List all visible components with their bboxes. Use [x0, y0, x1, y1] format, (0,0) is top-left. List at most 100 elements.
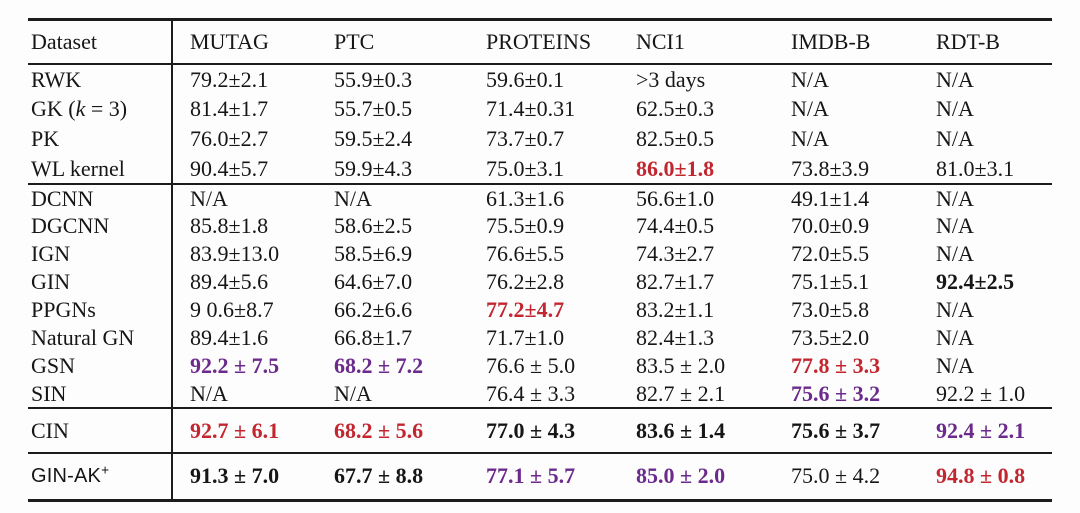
table-row: GK (k = 3) 81.4±1.7 55.7±0.5 71.4±0.31 62.5±…: [28, 94, 1052, 124]
result-cell: 74.3±2.7: [636, 241, 715, 266]
result-cell: N/A: [936, 96, 974, 121]
result-cell: 81.0±3.1: [936, 155, 1015, 181]
result-cell: 59.9±4.3: [334, 155, 413, 181]
result-cell: 73.5±2.0: [791, 325, 870, 350]
result-cell: 71.7±1.0: [486, 325, 565, 350]
result-cell: 94.8 ± 0.8: [936, 463, 1026, 489]
result-cell: 55.7±0.5: [334, 96, 413, 121]
result-cell: 66.2±6.6: [334, 297, 413, 322]
result-cell: >3 days: [636, 66, 706, 92]
column-header-nci1: NCI1: [636, 29, 685, 54]
result-cell: 82.7 ± 2.1: [636, 380, 726, 406]
result-cell: 61.3±1.6: [486, 185, 565, 211]
result-cell: 76.6 ± 5.0: [486, 353, 576, 378]
method-label: IGN: [31, 241, 71, 266]
section-cin: CIN 92.7 ± 6.1 68.2 ± 5.6 77.0 ± 4.3 83.6 ± …: [28, 408, 1052, 453]
result-cell: 68.2 ± 5.6: [334, 417, 424, 443]
table-row: DGCNN 85.8±1.8 58.6±2.5 75.5±0.9 74.4±0.5 70.…: [28, 212, 1052, 240]
result-cell: 58.6±2.5: [334, 213, 413, 238]
result-cell: 81.4±1.7: [171, 94, 317, 124]
result-cell: 75.1±5.1: [791, 269, 870, 294]
result-cell: 56.6±1.0: [636, 185, 715, 211]
table-row: SIN N/A N/A 76.4 ± 3.3 82.7 ± 2.1 75.6 ± 3.2 9…: [28, 380, 1052, 408]
result-cell: N/A: [171, 184, 317, 212]
result-cell: 58.5±6.9: [334, 241, 413, 266]
table-row: Natural GN 89.4±1.6 66.8±1.7 71.7±1.0 82.4±1…: [28, 324, 1052, 352]
result-cell: N/A: [936, 213, 974, 238]
result-cell: 82.4±1.3: [636, 325, 715, 350]
result-cell: 9 0.6±8.7: [171, 296, 317, 324]
result-cell: 71.4±0.31: [486, 96, 576, 121]
result-cell: 79.2±2.1: [171, 64, 317, 94]
result-cell: N/A: [791, 66, 829, 92]
result-cell: N/A: [791, 126, 829, 151]
result-cell: 92.2 ± 1.0: [936, 380, 1026, 406]
result-cell: 75.5±0.9: [486, 213, 565, 238]
result-cell: 77.2±4.7: [486, 297, 565, 322]
result-cell: 70.0±0.9: [791, 213, 870, 238]
column-header-rdt-b: RDT-B: [936, 29, 1000, 54]
result-cell: 85.8±1.8: [171, 212, 317, 240]
table-row: IGN 83.9±13.0 58.5±6.9 76.6±5.5 74.3±2.7 72.0…: [28, 240, 1052, 268]
result-cell: 75.0 ± 4.2: [791, 463, 881, 489]
result-cell: 92.4±2.5: [936, 269, 1015, 294]
result-cell: 68.2 ± 7.2: [334, 353, 424, 378]
method-label: DCNN: [31, 185, 94, 211]
result-cell: 91.3 ± 7.0: [171, 453, 317, 500]
column-header-dataset: Dataset: [31, 29, 97, 54]
result-cell: 83.9±13.0: [171, 240, 317, 268]
result-cell: 83.2±1.1: [636, 297, 715, 322]
method-label: SIN: [31, 380, 67, 406]
result-cell: 66.8±1.7: [334, 325, 413, 350]
result-cell: 75.6 ± 3.7: [791, 417, 881, 443]
table-row: PK 76.0±2.7 59.5±2.4 73.7±0.7 82.5±0.5 N/A N/A: [28, 124, 1052, 154]
result-cell: 90.4±5.7: [171, 154, 317, 184]
result-cell: 77.8 ± 3.3: [791, 353, 881, 378]
table-row: CIN 92.7 ± 6.1 68.2 ± 5.6 77.0 ± 4.3 83.6 ± …: [28, 408, 1052, 453]
result-cell: 76.4 ± 3.3: [486, 380, 576, 406]
method-label-segment: k: [75, 96, 86, 121]
section-gnn-methods: DCNN N/A N/A 61.3±1.6 56.6±1.0 49.1±1.4 N/A DGC…: [28, 184, 1052, 408]
method-label-segment: = 3): [85, 96, 128, 121]
method-label: GIN-AK+: [28, 453, 172, 500]
method-label-segment: GK (: [31, 96, 76, 121]
result-cell: N/A: [936, 66, 974, 92]
method-label: Natural GN: [31, 325, 135, 350]
section-gin-ak: GIN-AK+ 91.3 ± 7.0 67.7 ± 8.8 77.1 ± 5.7 85.…: [28, 453, 1052, 500]
benchmark-results-table: Dataset MUTAG PTC PROTEINS NCI1 IMDB-B RDT-B R…: [28, 18, 1052, 502]
result-cell: 76.6±5.5: [486, 241, 565, 266]
result-cell: 73.7±0.7: [486, 126, 565, 151]
method-label: RWK: [31, 66, 82, 92]
method-label-segment: GIN-AK: [31, 464, 102, 487]
result-cell: 85.0 ± 2.0: [636, 463, 726, 489]
result-cell: N/A: [936, 126, 974, 151]
result-cell: N/A: [171, 380, 317, 408]
result-cell: 86.0±1.8: [636, 155, 715, 181]
table-row: GIN-AK+ 91.3 ± 7.0 67.7 ± 8.8 77.1 ± 5.7 85.…: [28, 453, 1052, 500]
result-cell: 59.5±2.4: [334, 126, 413, 151]
result-cell: 89.4±1.6: [171, 324, 317, 352]
result-cell: 64.6±7.0: [334, 269, 413, 294]
result-cell: N/A: [936, 325, 974, 350]
result-cell: 82.5±0.5: [636, 126, 715, 151]
result-cell: 74.4±0.5: [636, 213, 715, 238]
method-label: PK: [31, 126, 60, 151]
result-cell: N/A: [334, 380, 372, 406]
result-cell: N/A: [936, 185, 974, 211]
method-label: GIN: [31, 269, 71, 294]
table-row: PPGNs 9 0.6±8.7 66.2±6.6 77.2±4.7 83.2±1.1 73…: [28, 296, 1052, 324]
header-row: Dataset MUTAG PTC PROTEINS NCI1 IMDB-B RDT-B: [28, 19, 1052, 64]
table-row: RWK 79.2±2.1 55.9±0.3 59.6±0.1 >3 days N/A N/A: [28, 64, 1052, 94]
column-header-mutag: MUTAG: [171, 19, 317, 64]
table-row: WL kernel 90.4±5.7 59.9±4.3 75.0±3.1 86.0±1.…: [28, 154, 1052, 184]
method-label: GK (k = 3): [28, 94, 172, 124]
method-label: DGCNN: [31, 213, 110, 238]
result-cell: N/A: [936, 241, 974, 266]
result-cell: 83.6 ± 1.4: [636, 417, 726, 443]
method-label: WL kernel: [31, 155, 125, 181]
result-cell: 92.2 ± 7.5: [171, 352, 317, 380]
result-cell: 59.6±0.1: [486, 66, 565, 92]
table-row: GIN 89.4±5.6 64.6±7.0 76.2±2.8 82.7±1.7 75.1±…: [28, 268, 1052, 296]
method-label: CIN: [31, 417, 69, 443]
